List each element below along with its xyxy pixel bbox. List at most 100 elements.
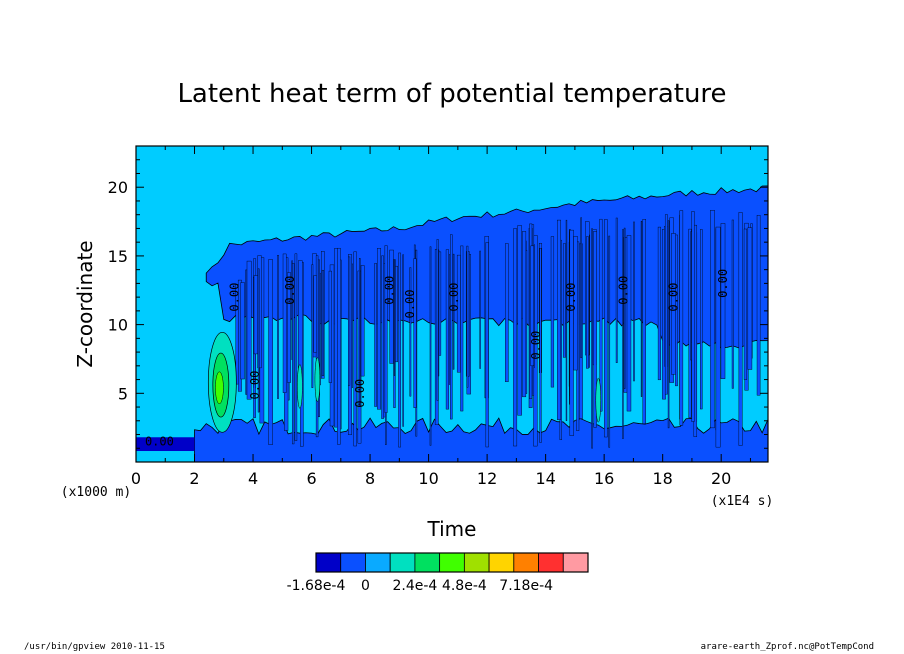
- plot-frame: [135, 145, 769, 463]
- streak: [253, 275, 258, 355]
- streak: [452, 253, 455, 370]
- streak: [731, 219, 734, 389]
- colorbar-swatch: [365, 552, 391, 573]
- x-unit-label: (x1E4 s): [711, 494, 774, 509]
- streak: [297, 260, 303, 380]
- streak: [657, 226, 661, 381]
- streak: [429, 246, 432, 446]
- x-tick-label: 20: [711, 469, 731, 488]
- streak: [282, 253, 287, 393]
- x-axis: 0 2 4 6 8 10 12 14 16 18 20: [131, 146, 751, 488]
- streak: [622, 229, 624, 439]
- streak: [318, 259, 320, 418]
- streak: [268, 259, 273, 445]
- streak: [450, 234, 453, 420]
- y-tick-label: 20: [108, 178, 128, 197]
- streak: [377, 248, 382, 410]
- x-axis-label: Time: [427, 517, 477, 541]
- colorbar-swatch: [513, 552, 539, 573]
- streak: [715, 226, 721, 448]
- colorbar-swatch: [315, 552, 342, 573]
- contour-label: 0.00: [227, 283, 241, 312]
- x-tick-label: 14: [535, 469, 555, 488]
- streak: [667, 220, 670, 429]
- streak: [691, 211, 695, 422]
- contour-label: 0.00: [716, 269, 730, 298]
- streak: [381, 255, 384, 419]
- x-tick-label: 12: [477, 469, 497, 488]
- contour-label: 0.00: [382, 276, 396, 305]
- streak: [479, 250, 481, 369]
- contour-label: 0.00: [403, 290, 417, 319]
- colorbar-label: 2.4e-4: [392, 578, 437, 594]
- x-tick-label: 6: [306, 469, 316, 488]
- contour-label: 0.00: [617, 276, 631, 305]
- streak: [348, 256, 351, 386]
- streak: [277, 255, 279, 399]
- streak: [710, 210, 715, 429]
- streak: [599, 218, 603, 412]
- colorbar-swatch: [488, 552, 515, 573]
- contour-label: 0.00: [564, 283, 578, 312]
- streak: [460, 245, 464, 412]
- streak: [679, 210, 684, 426]
- streak: [690, 231, 692, 361]
- streak: [626, 235, 632, 412]
- streak: [389, 249, 394, 364]
- contour-labels: 0.00 0.00 0.00 0.00 0.00 0.00 0.00 0.00 0.00 0.00…: [145, 269, 730, 449]
- contour-label: 0.00: [283, 276, 297, 305]
- contour-label: 0.00: [353, 379, 367, 408]
- streak: [747, 227, 753, 370]
- streak: [409, 267, 412, 397]
- streak: [235, 283, 239, 385]
- streak: [550, 236, 555, 388]
- colorbar-swatch: [538, 552, 564, 573]
- contour-label: 0.00: [666, 283, 680, 312]
- streak: [671, 233, 676, 375]
- streak: [557, 219, 561, 420]
- x-tick-label: 10: [418, 469, 438, 488]
- streak: [530, 245, 535, 367]
- streak: [642, 219, 646, 424]
- y-tick-label: 5: [118, 384, 128, 403]
- streak: [337, 247, 341, 445]
- streak: [623, 227, 626, 389]
- streak: [359, 258, 361, 407]
- streak: [485, 242, 489, 448]
- streak: [517, 225, 522, 416]
- streak: [374, 263, 377, 407]
- streak: [287, 272, 291, 383]
- streak: [539, 248, 542, 443]
- streak: [700, 229, 703, 410]
- contour-label: 0.00: [248, 371, 262, 400]
- colorbar-swatch: [439, 552, 465, 573]
- heating-cell: [595, 377, 602, 423]
- colorbar-label: 4.8e-4: [442, 578, 487, 594]
- streak: [240, 282, 245, 380]
- x-tick-label: 8: [365, 469, 375, 488]
- streak: [569, 229, 574, 436]
- streak: [328, 270, 332, 383]
- heating-peak: [215, 371, 224, 405]
- x-tick-label: 4: [248, 469, 258, 488]
- streak: [353, 251, 357, 447]
- streak: [562, 243, 566, 358]
- streak: [321, 269, 324, 376]
- colorbar-swatch: [562, 552, 589, 573]
- colorbar-frame: [315, 552, 589, 573]
- streak: [756, 215, 761, 396]
- y-axis: 5 10 15 20: [108, 159, 768, 449]
- contour-field: [136, 185, 768, 462]
- streak: [393, 259, 396, 376]
- contour-label: 0.00: [529, 331, 543, 360]
- y-axis-label: Z-coordinate: [73, 240, 97, 367]
- x-tick-label: 2: [189, 469, 199, 488]
- streak: [565, 219, 568, 421]
- streak: [384, 245, 388, 413]
- streak: [640, 220, 643, 397]
- streak: [513, 228, 518, 447]
- heating-cell: [314, 357, 321, 402]
- colorbar-label: 7.18e-4: [499, 578, 553, 594]
- streak: [505, 243, 509, 382]
